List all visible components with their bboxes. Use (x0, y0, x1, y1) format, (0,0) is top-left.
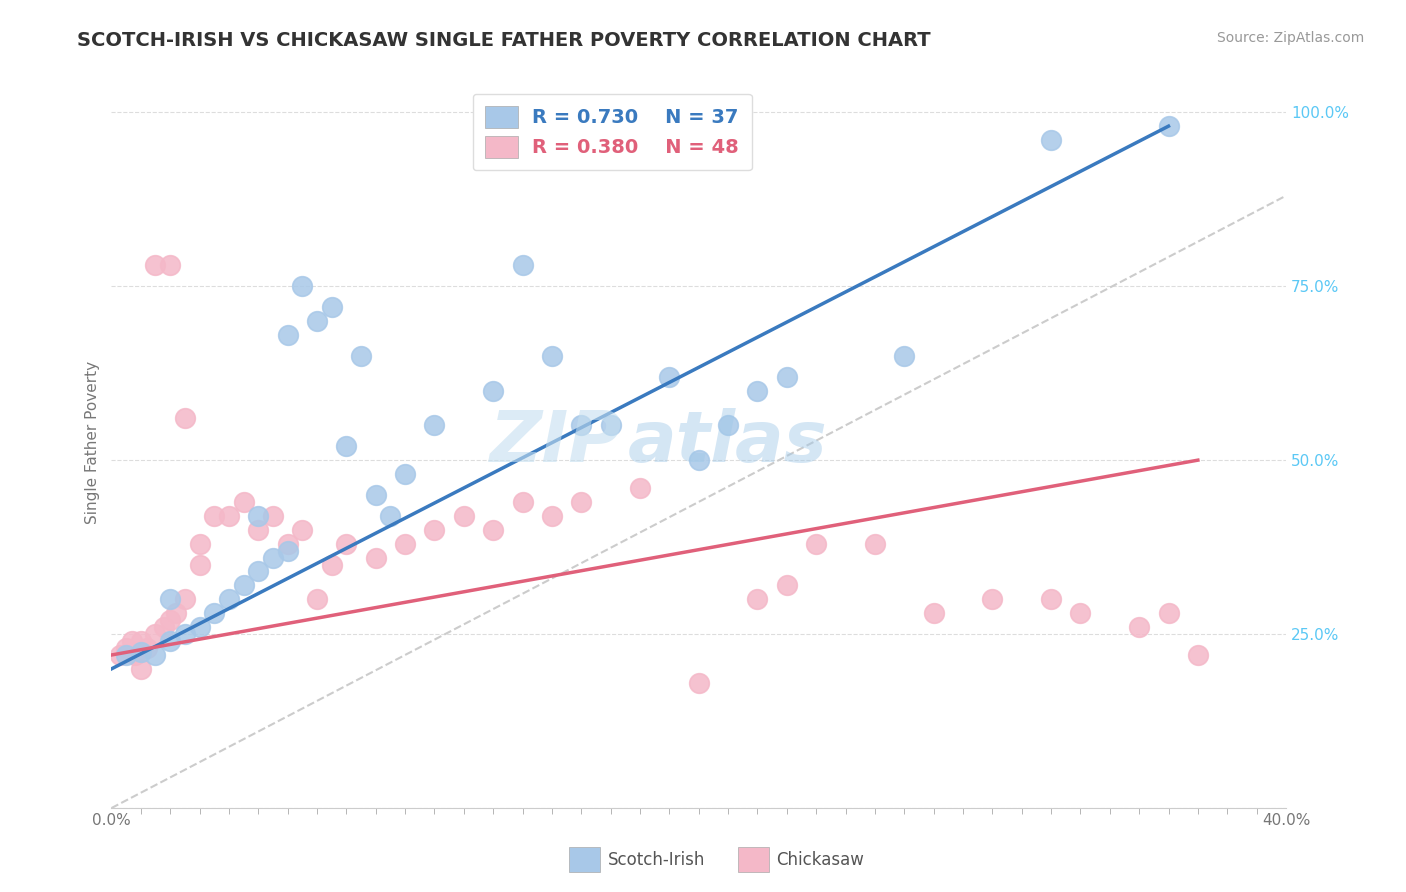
Point (305, 592, 328, 607)
Point (115, 648, 138, 662)
Point (321, 300, 343, 314)
Point (321, 558, 343, 572)
Point (277, 327, 299, 342)
Point (747, 384, 769, 398)
Point (394, 467, 416, 481)
Point (335, 439, 357, 453)
Point (569, 495, 592, 509)
Text: Source: ZipAtlas.com: Source: ZipAtlas.com (1216, 31, 1364, 45)
Point (277, 536, 299, 550)
Point (159, 613, 181, 627)
Point (262, 508, 284, 523)
Text: Scotch-Irish: Scotch-Irish (607, 851, 704, 869)
Point (277, 543, 299, 558)
Point (159, 634, 181, 648)
Point (291, 523, 314, 537)
Point (512, 495, 534, 509)
Point (291, 279, 314, 293)
Point (232, 578, 254, 592)
Point (188, 558, 211, 572)
Point (202, 606, 225, 620)
Point (247, 523, 270, 537)
Point (305, 314, 328, 328)
Point (188, 620, 211, 634)
Point (145, 648, 167, 662)
Point (1187, 648, 1209, 662)
Point (541, 508, 564, 523)
Point (188, 536, 211, 550)
Point (350, 349, 373, 363)
Point (218, 508, 240, 523)
Point (145, 258, 167, 272)
Point (922, 606, 945, 620)
Point (482, 523, 505, 537)
Point (145, 627, 167, 641)
Point (423, 418, 446, 433)
Point (717, 418, 740, 433)
Point (628, 481, 651, 495)
Point (776, 578, 799, 592)
Point (218, 592, 240, 607)
Text: ZIP: ZIP (491, 409, 623, 477)
Point (776, 369, 799, 384)
Point (110, 648, 132, 662)
Point (1157, 606, 1180, 620)
Text: atlas: atlas (628, 409, 828, 477)
Point (482, 384, 505, 398)
Point (247, 508, 270, 523)
Point (804, 536, 827, 550)
Point (262, 550, 284, 565)
Point (747, 592, 769, 607)
Point (115, 640, 138, 655)
Point (165, 606, 187, 620)
Point (423, 523, 446, 537)
Point (153, 620, 176, 634)
Point (124, 648, 146, 662)
Point (893, 349, 915, 363)
Point (173, 411, 195, 425)
Point (981, 592, 1004, 607)
Point (1157, 119, 1180, 133)
Point (863, 536, 886, 550)
Point (129, 662, 152, 676)
Point (173, 627, 195, 641)
Point (688, 676, 710, 690)
Point (364, 550, 387, 565)
Point (129, 634, 152, 648)
Point (129, 644, 152, 658)
Point (335, 536, 357, 550)
Point (247, 565, 270, 579)
Point (232, 495, 254, 509)
Legend: R = 0.730    N = 37, R = 0.380    N = 48: R = 0.730 N = 37, R = 0.380 N = 48 (472, 94, 752, 170)
Point (380, 508, 402, 523)
Point (1040, 133, 1063, 147)
Text: SCOTCH-IRISH VS CHICKASAW SINGLE FATHER POVERTY CORRELATION CHART: SCOTCH-IRISH VS CHICKASAW SINGLE FATHER … (77, 31, 931, 50)
Point (688, 453, 710, 467)
Point (658, 369, 681, 384)
Text: Chickasaw: Chickasaw (776, 851, 863, 869)
Point (569, 418, 592, 433)
Point (541, 349, 564, 363)
Point (202, 508, 225, 523)
Point (159, 592, 181, 607)
Point (1040, 592, 1063, 607)
Point (512, 258, 534, 272)
Point (121, 634, 143, 648)
Point (453, 508, 475, 523)
Point (159, 258, 181, 272)
Point (173, 592, 195, 607)
Point (364, 488, 387, 502)
Point (1128, 620, 1150, 634)
Y-axis label: Single Father Poverty: Single Father Poverty (86, 361, 100, 524)
Point (135, 640, 157, 655)
Point (394, 536, 416, 550)
Point (1069, 606, 1091, 620)
Point (599, 418, 621, 433)
